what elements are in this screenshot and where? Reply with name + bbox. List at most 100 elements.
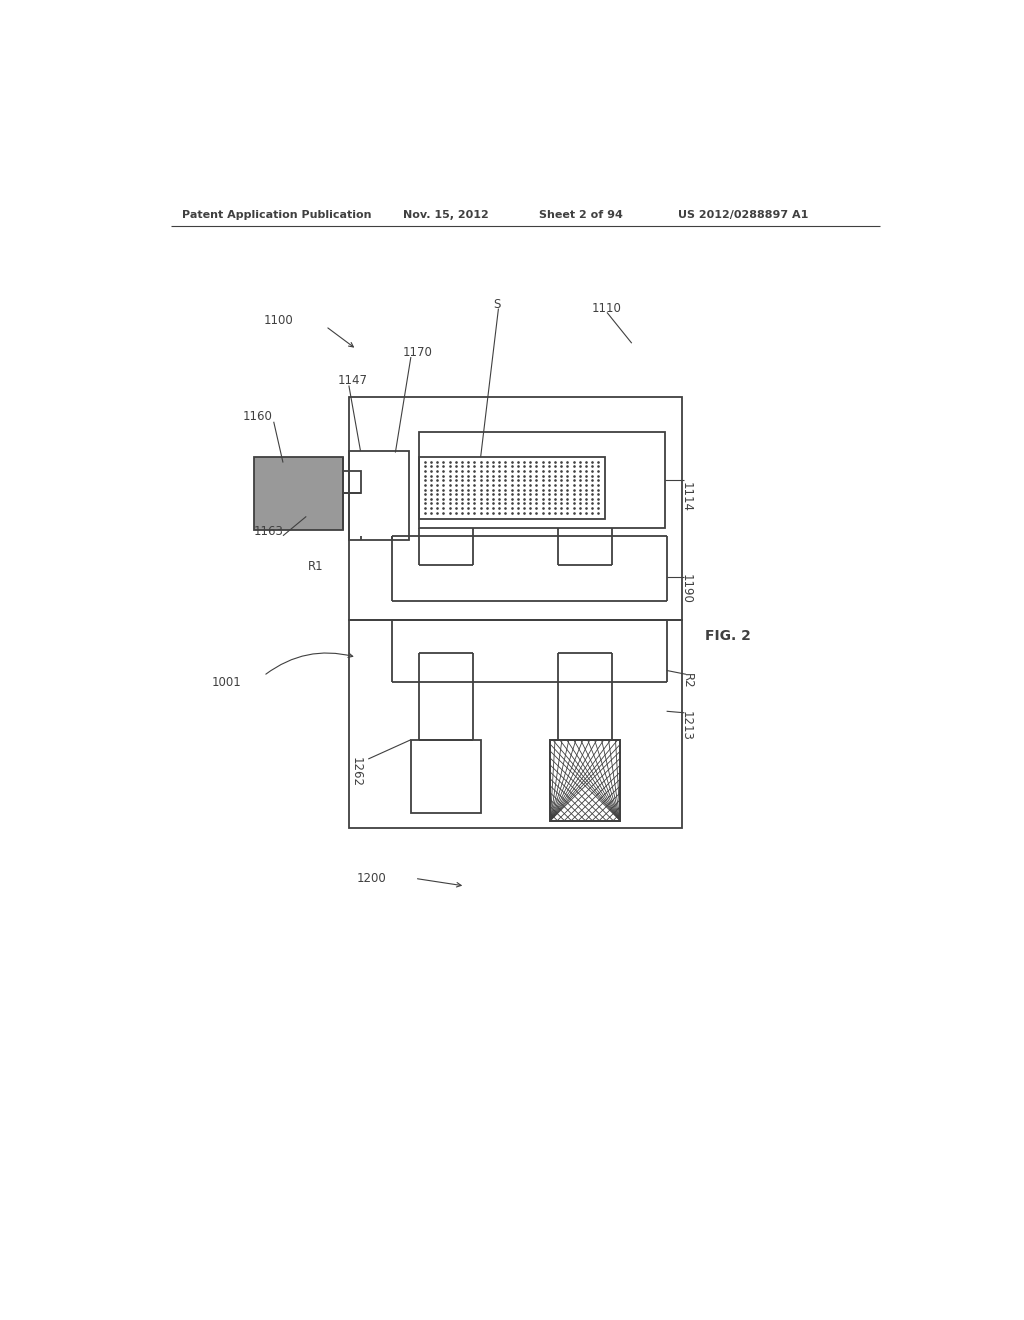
Point (547, 461, 563, 482)
Point (510, 483, 526, 504)
Text: 1114: 1114 (680, 482, 692, 512)
Point (553, 470, 569, 491)
Point (460, 483, 476, 504)
Point (498, 461, 514, 482)
Point (484, 465, 501, 486)
Point (460, 465, 476, 486)
Point (528, 455, 545, 477)
Text: Nov. 15, 2012: Nov. 15, 2012 (403, 210, 488, 219)
Point (547, 479, 563, 500)
Point (478, 461, 495, 482)
Point (578, 492, 594, 513)
Point (417, 488, 433, 510)
Text: Sheet 2 of 94: Sheet 2 of 94 (539, 210, 623, 219)
Point (435, 465, 452, 486)
Point (417, 451, 433, 473)
Point (484, 474, 501, 495)
Point (447, 465, 464, 486)
Point (504, 461, 520, 482)
Point (460, 470, 476, 491)
Point (441, 492, 458, 513)
Point (571, 451, 588, 473)
Point (478, 470, 495, 491)
Point (571, 461, 588, 482)
Point (571, 502, 588, 523)
Text: 1100: 1100 (263, 314, 293, 326)
Point (423, 451, 439, 473)
Point (447, 479, 464, 500)
Point (559, 451, 575, 473)
Point (441, 479, 458, 500)
Point (417, 474, 433, 495)
Point (516, 498, 532, 519)
Text: Patent Application Publication: Patent Application Publication (182, 210, 372, 219)
Point (454, 455, 470, 477)
Text: FIG. 2: FIG. 2 (706, 628, 752, 643)
Point (466, 451, 482, 473)
Point (547, 483, 563, 504)
Point (478, 498, 495, 519)
Point (522, 479, 539, 500)
Point (510, 502, 526, 523)
Point (472, 461, 488, 482)
Point (547, 498, 563, 519)
Point (578, 465, 594, 486)
Point (541, 461, 557, 482)
Point (590, 483, 606, 504)
Point (466, 470, 482, 491)
Point (541, 465, 557, 486)
Point (447, 502, 464, 523)
Point (454, 470, 470, 491)
Point (516, 492, 532, 513)
Point (516, 451, 532, 473)
Point (590, 498, 606, 519)
Point (571, 492, 588, 513)
Point (423, 492, 439, 513)
Point (547, 488, 563, 510)
Point (541, 451, 557, 473)
Point (492, 451, 508, 473)
Point (498, 483, 514, 504)
Point (522, 483, 539, 504)
Point (516, 488, 532, 510)
Point (429, 492, 445, 513)
Point (541, 498, 557, 519)
Text: 1110: 1110 (592, 302, 622, 315)
Point (472, 502, 488, 523)
Point (447, 451, 464, 473)
Point (541, 483, 557, 504)
Point (565, 461, 582, 482)
Point (590, 474, 606, 495)
Point (516, 483, 532, 504)
Point (454, 488, 470, 510)
Text: 1190: 1190 (680, 574, 692, 605)
Point (510, 465, 526, 486)
Point (460, 451, 476, 473)
Point (435, 483, 452, 504)
Point (571, 488, 588, 510)
Point (559, 455, 575, 477)
Point (584, 479, 600, 500)
Point (522, 502, 539, 523)
Point (535, 483, 551, 504)
Point (417, 465, 433, 486)
Point (492, 483, 508, 504)
Point (504, 455, 520, 477)
Point (435, 461, 452, 482)
Point (553, 465, 569, 486)
Point (435, 502, 452, 523)
Point (565, 498, 582, 519)
Point (429, 488, 445, 510)
Point (553, 492, 569, 513)
Point (429, 479, 445, 500)
Point (590, 502, 606, 523)
Point (423, 465, 439, 486)
Point (460, 488, 476, 510)
Point (584, 461, 600, 482)
Point (423, 461, 439, 482)
Point (492, 461, 508, 482)
Point (492, 498, 508, 519)
Point (472, 483, 488, 504)
Point (565, 479, 582, 500)
Point (504, 465, 520, 486)
